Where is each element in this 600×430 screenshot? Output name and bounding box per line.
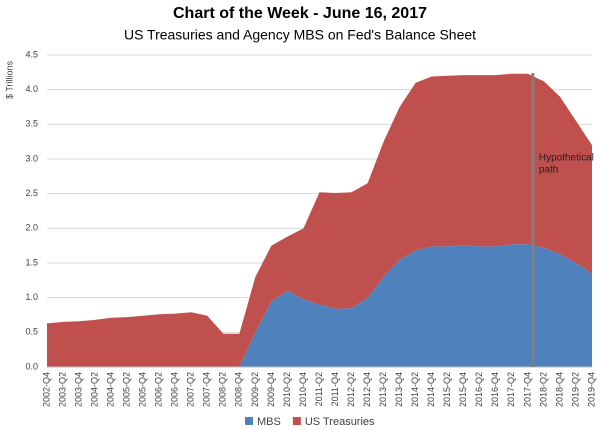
x-tick-label: 2012-Q2 [346,372,356,407]
x-tick-label: 2004-Q2 [89,372,99,407]
area [47,244,592,367]
x-tick-label: 2011-Q4 [330,372,340,406]
x-tick-label: 2010-Q4 [298,372,308,407]
y-tick-label: 0.5 [25,327,38,337]
x-tick-label: 2012-Q4 [362,372,372,407]
x-tick-label: 2019-Q2 [570,372,580,407]
y-tick-label: 2.0 [25,223,38,233]
legend-swatch [245,417,253,425]
y-tick-label: 1.0 [25,292,38,302]
y-tick-label: 0.0 [25,361,38,371]
area [47,73,592,367]
y-tick-label: 1.5 [25,257,38,267]
x-tick-label: 2005-Q2 [122,372,132,407]
x-tick-label: 2014-Q4 [426,372,436,407]
x-tick-label: 2014-Q2 [410,372,420,407]
x-tick-label: 2008-Q4 [234,372,244,407]
x-tick-label: 2013-Q4 [394,372,404,407]
x-tick-label: 2005-Q4 [138,372,148,407]
annotation: Hypothetical [539,153,594,164]
x-tick-label: 2007-Q2 [186,372,196,407]
legend-swatch [292,417,301,425]
x-tick-label: 2016-Q4 [490,372,500,407]
chart-subtitle: US Treasuries and Agency MBS on Fed's Ba… [124,27,476,43]
legend-label: MBS [257,416,281,428]
x-tick-label: 2003-Q2 [57,372,67,407]
y-tick-label: 4.0 [25,84,38,94]
x-tick-label: 2002-Q4 [41,372,51,407]
x-tick-label: 2019-Q4 [586,372,596,407]
x-tick-label: 2013-Q2 [378,372,388,407]
chart-title: Chart of the Week - June 16, 2017 [173,5,427,22]
x-tick-label: 2009-Q2 [250,372,260,407]
x-tick-label: 2004-Q4 [105,372,115,407]
x-tick-label: 2018-Q2 [538,372,548,407]
x-tick-label: 2011-Q2 [314,372,324,406]
x-tick-label: 2003-Q4 [73,372,83,407]
x-tick-label: 2006-Q2 [154,372,164,407]
x-tick-label: 2009-Q4 [266,372,276,407]
x-tick-label: 2016-Q2 [474,372,484,407]
x-tick-label: 2010-Q2 [282,372,292,407]
legend-label: US Treasuries [305,416,375,428]
x-tick-label: 2007-Q4 [202,372,212,407]
x-tick-label: 2008-Q2 [218,372,228,407]
x-tick-label: 2017-Q2 [506,372,516,407]
annotation: path [539,165,558,176]
y-axis-label: $ Trillions [4,60,14,99]
x-tick-label: 2018-Q4 [554,372,564,407]
y-tick-label: 3.5 [25,119,38,129]
y-tick-label: 3.0 [25,153,38,163]
x-tick-label: 2006-Q4 [170,372,180,407]
x-tick-label: 2015-Q2 [442,372,452,407]
y-tick-label: 2.5 [25,188,38,198]
x-tick-label: 2017-Q4 [522,372,532,407]
x-tick-label: 2015-Q4 [458,372,468,407]
y-tick-label: 4.5 [25,49,38,59]
